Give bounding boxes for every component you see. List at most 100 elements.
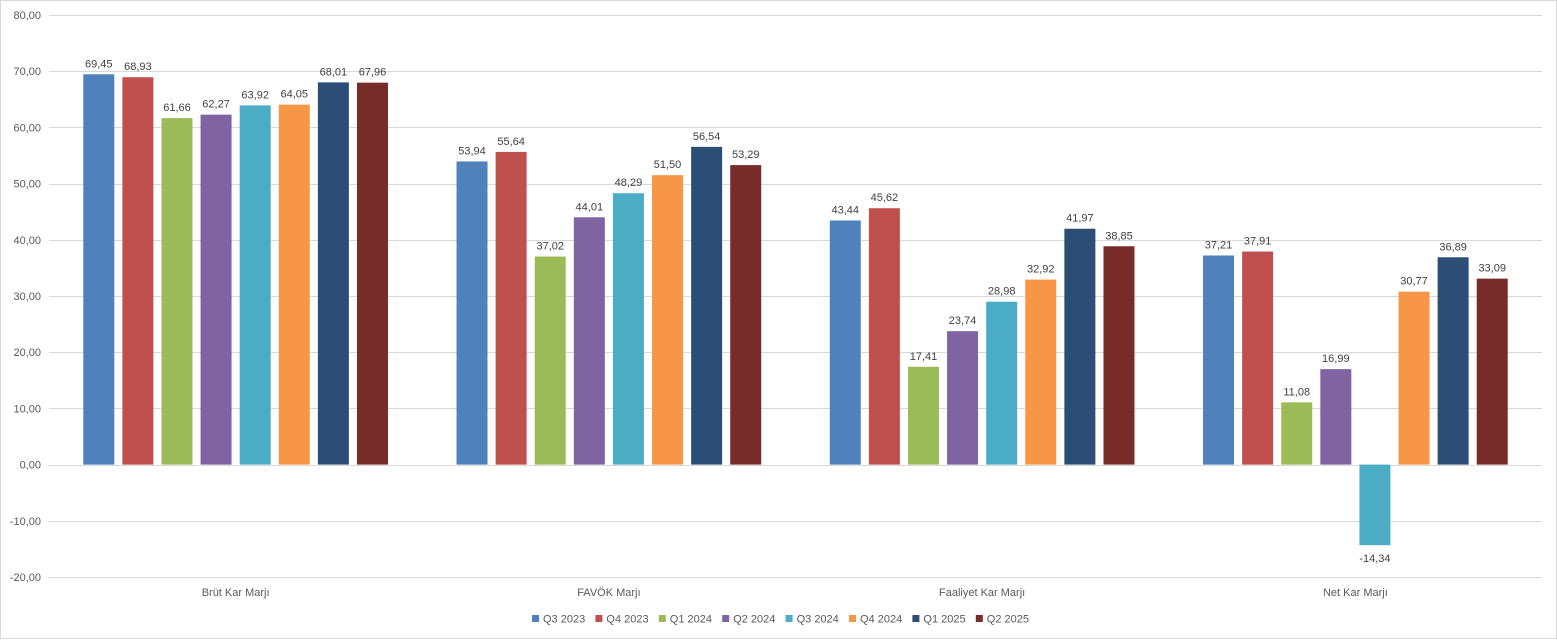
bar-q4-2024 [652,175,684,465]
bar-q2-2024 [573,217,605,465]
data-label: 67,96 [359,67,387,79]
data-label: 48,29 [615,177,643,189]
data-label: 55,64 [497,136,525,148]
data-label: 61,66 [163,102,191,114]
data-label: 64,05 [281,89,309,101]
legend-label: Q2 2025 [987,614,1029,626]
y-tick-label: -10,00 [10,516,41,528]
data-label: 51,50 [654,159,682,171]
y-tick-label: 40,00 [13,235,41,247]
data-label: 38,85 [1105,230,1133,242]
legend-swatch [722,615,730,622]
y-tick-label: 0,00 [20,460,41,472]
legend-label: Q2 2024 [733,614,775,626]
data-label: 30,77 [1400,276,1428,288]
bar-q4-2024 [1398,291,1430,465]
data-label: 68,93 [124,61,152,73]
bar-q2-2024 [200,114,232,465]
legend-swatch [532,615,539,622]
bar-q1-2024 [1281,402,1313,465]
data-label: 23,74 [949,315,977,327]
bar-q2-2025 [1476,278,1508,465]
category-label: FAVÖK Marjı [577,587,640,599]
bar-q2-2024 [1320,369,1352,465]
bar-q1-2025 [1437,257,1469,465]
y-tick-label: 20,00 [13,347,41,359]
legend-label: Q3 2024 [797,614,839,626]
data-label: 68,01 [320,66,348,78]
y-tick-label: 60,00 [13,122,41,134]
bar-q4-2024 [278,104,310,465]
category-label: Net Kar Marjı [1323,587,1388,599]
bar-q3-2023 [456,161,488,465]
bar-q3-2023 [829,220,861,465]
legend-label: Q4 2024 [860,614,902,626]
bar-q1-2024 [161,118,193,465]
bar-q4-2023 [868,208,900,465]
legend: Q3 2023 Q4 2023 Q1 2024 Q2 2024 Q3 2024 Q4 20… [532,614,1029,626]
data-label: 36,89 [1439,241,1467,253]
data-label: 63,92 [241,89,269,101]
legend-label: Q1 2024 [670,614,712,626]
legend-swatch [785,615,793,622]
bar-q2-2025 [356,82,388,465]
legend-swatch [595,615,603,622]
legend-label: Q1 2025 [923,614,965,626]
bar-q2-2025 [1103,246,1135,465]
data-label: 62,27 [202,99,230,111]
bar-q3-2024 [239,105,271,465]
data-label: 16,99 [1322,353,1350,365]
bars [83,74,1508,546]
category-label: Brüt Kar Marjı [202,587,270,599]
y-tick-label: 30,00 [13,291,41,303]
bar-q4-2024 [1025,279,1057,465]
y-tick-label: 80,00 [13,10,41,22]
bar-q2-2025 [730,165,762,465]
data-labels: 69,45 68,93 61,66 62,27 63,92 64,05 68,01 67,96… [85,58,1506,565]
data-label: 41,97 [1066,213,1094,225]
bar-q3-2024 [986,301,1018,465]
y-tick-label: 50,00 [13,179,41,191]
y-tick-label: -20,00 [10,572,41,584]
data-label: 69,45 [85,58,113,70]
legend-label: Q4 2023 [606,614,648,626]
data-label: 53,29 [732,149,760,161]
legend-swatch [658,615,666,622]
data-label: 11,08 [1283,386,1310,398]
data-label: 56,54 [693,131,721,143]
bar-q4-2023 [122,77,154,465]
bar-q1-2025 [1064,228,1096,465]
data-label: 44,01 [576,201,604,213]
data-label: 37,91 [1244,236,1272,248]
category-labels: Brüt Kar Marjı FAVÖK Marjı Faaliyet Kar Ma… [202,587,1388,599]
data-label: 37,02 [536,241,564,253]
legend-swatch [849,615,856,622]
legend-swatch [975,615,983,622]
y-tick-label: 10,00 [13,403,41,415]
bar-q3-2023 [83,74,115,465]
data-label: 37,21 [1205,239,1233,251]
bar-q1-2025 [317,82,349,465]
data-label: 33,09 [1478,263,1506,275]
bar-q3-2023 [1203,255,1235,465]
bar-q1-2024 [907,366,939,465]
bar-q4-2023 [495,151,527,465]
legend-swatch [912,615,920,622]
data-label: 43,44 [832,204,860,216]
bar-q1-2025 [691,146,723,465]
bar-q4-2023 [1242,251,1274,465]
bar-q2-2024 [947,331,979,465]
bar-q3-2024 [1359,464,1391,546]
data-label: 32,92 [1027,264,1055,276]
bar-q3-2024 [612,193,644,465]
data-label: 53,94 [458,145,486,157]
data-label: 17,41 [910,351,938,363]
data-label: -14,34 [1359,553,1390,565]
legend-label: Q3 2023 [543,614,585,626]
data-label: 45,62 [871,192,899,204]
data-label: 28,98 [988,286,1016,298]
y-axis-tick-labels: -20,00 -10,00 0,00 10,00 20,00 30,00 40,00 50,0… [10,10,41,584]
gridlines [49,15,1542,578]
